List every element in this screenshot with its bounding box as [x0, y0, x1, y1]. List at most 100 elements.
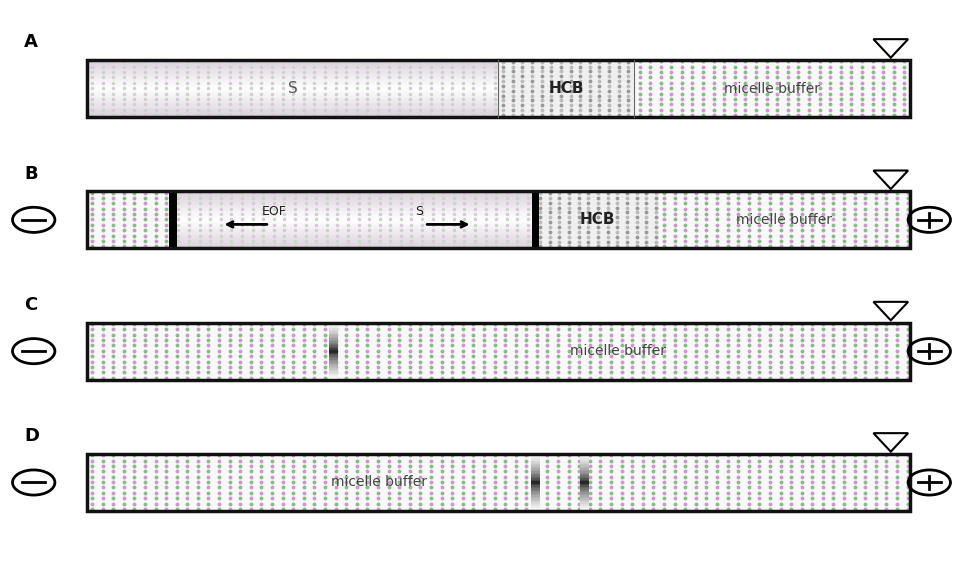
Bar — [531, 455, 539, 457]
Bar — [581, 493, 589, 495]
Text: HCB: HCB — [549, 81, 584, 96]
Bar — [173, 231, 535, 233]
Bar — [87, 105, 499, 107]
Bar — [173, 225, 535, 227]
Bar — [531, 496, 539, 498]
Bar — [329, 356, 339, 359]
Bar — [87, 191, 910, 248]
Bar — [173, 236, 535, 239]
Bar — [531, 508, 539, 509]
Bar — [581, 485, 589, 486]
Bar — [329, 369, 339, 371]
Bar — [329, 333, 339, 336]
Bar — [531, 475, 539, 477]
Bar — [581, 500, 589, 502]
Bar — [535, 191, 659, 248]
Bar — [329, 361, 339, 363]
Bar — [87, 191, 910, 248]
Bar — [329, 367, 339, 368]
Bar — [635, 60, 910, 117]
Bar — [329, 351, 339, 352]
Bar — [87, 94, 499, 96]
Bar — [173, 198, 535, 201]
Bar — [581, 465, 589, 467]
Text: micelle buffer: micelle buffer — [724, 82, 820, 95]
Bar — [87, 101, 499, 104]
Bar — [581, 459, 589, 461]
Bar — [87, 95, 499, 98]
Bar — [173, 202, 535, 204]
Bar — [173, 206, 535, 208]
Bar — [531, 456, 539, 458]
Bar — [531, 465, 539, 467]
Bar — [581, 488, 589, 489]
Bar — [87, 73, 499, 75]
Bar — [329, 327, 339, 328]
Bar — [531, 462, 539, 464]
Text: micelle buffer: micelle buffer — [330, 476, 427, 489]
Bar — [87, 78, 499, 81]
Bar — [87, 109, 499, 111]
Bar — [581, 486, 589, 488]
Bar — [329, 375, 339, 377]
Bar — [329, 346, 339, 348]
Bar — [499, 60, 635, 117]
Text: micelle buffer: micelle buffer — [737, 213, 832, 227]
Bar — [581, 455, 589, 457]
Bar — [581, 506, 589, 508]
Bar — [173, 223, 535, 226]
Bar — [173, 212, 535, 214]
Bar — [87, 86, 499, 89]
Bar — [329, 349, 339, 351]
Bar — [581, 497, 589, 500]
Bar — [531, 509, 539, 511]
Bar — [173, 208, 535, 210]
Bar — [329, 329, 339, 331]
Bar — [531, 492, 539, 494]
Bar — [531, 490, 539, 492]
Bar — [531, 505, 539, 507]
Bar — [581, 472, 589, 474]
Text: C: C — [24, 296, 38, 314]
Bar — [329, 348, 339, 349]
Bar — [87, 69, 499, 71]
Bar — [87, 65, 499, 67]
Bar — [329, 368, 339, 370]
Bar — [173, 242, 535, 244]
Bar — [87, 67, 499, 70]
Bar — [169, 191, 177, 248]
Bar — [531, 504, 539, 505]
Bar — [329, 371, 339, 372]
Bar — [173, 196, 535, 199]
Bar — [173, 240, 535, 243]
Bar — [329, 362, 339, 364]
Bar — [581, 499, 589, 501]
Bar — [531, 488, 539, 489]
Bar — [531, 453, 539, 456]
Bar — [581, 504, 589, 505]
Bar — [87, 92, 499, 94]
Bar — [329, 340, 339, 343]
Bar — [87, 59, 499, 62]
Bar — [87, 107, 499, 110]
Bar — [531, 493, 539, 495]
Bar — [329, 339, 339, 341]
Bar — [329, 345, 339, 347]
Bar — [531, 459, 539, 461]
Bar — [87, 81, 499, 83]
Bar — [581, 475, 589, 477]
Bar — [173, 244, 535, 247]
Bar — [581, 502, 589, 504]
Text: B: B — [24, 164, 38, 183]
Bar — [581, 490, 589, 492]
Bar — [87, 90, 499, 93]
Bar — [581, 462, 589, 464]
Bar — [329, 337, 339, 340]
Bar — [329, 352, 339, 354]
Bar — [87, 71, 499, 73]
Bar — [531, 468, 539, 469]
Bar — [531, 500, 539, 502]
Bar — [329, 331, 339, 332]
Bar — [531, 471, 539, 473]
Bar — [581, 481, 589, 482]
